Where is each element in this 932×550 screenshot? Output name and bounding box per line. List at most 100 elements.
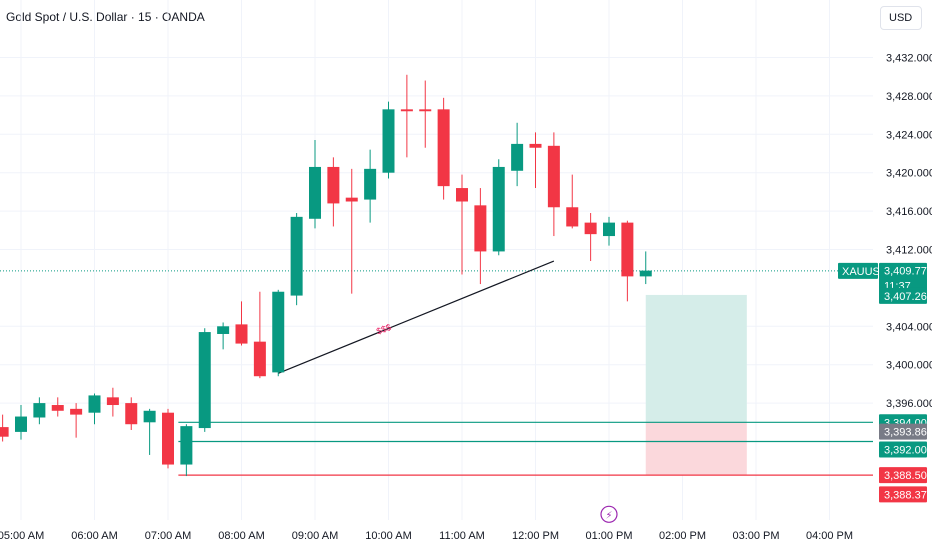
- candle-up: [290, 213, 303, 306]
- x-tick-label: 01:00 PM: [585, 530, 632, 542]
- candle-up: [272, 289, 285, 377]
- x-axis: 05:00 AM 06:00 AM 07:00 AM 08:00 AM 09:00 AM…: [0, 530, 853, 542]
- candle-down: [621, 220, 634, 302]
- x-tick-label: 02:00 PM: [659, 530, 706, 542]
- candle-up: [309, 140, 321, 229]
- candle-down: [566, 174, 579, 229]
- price-tag-text: 3,407.268: [884, 291, 932, 303]
- x-tick-label: 10:00 AM: [365, 530, 411, 542]
- candle-body: [327, 166, 340, 204]
- candle-down: [456, 174, 468, 275]
- candle-up: [639, 251, 652, 285]
- candle-down: [51, 397, 64, 417]
- candle-body: [529, 143, 542, 148]
- candle-body: [345, 197, 358, 202]
- candle-down: [253, 291, 266, 379]
- low-price-tag: 3,388.371: [879, 486, 932, 503]
- y-tick-label: 3,412.000: [886, 245, 932, 257]
- candle-body: [547, 145, 560, 208]
- candle-up: [382, 101, 395, 179]
- candle-down: [419, 80, 432, 148]
- target-price-tag: 3,407.268: [879, 287, 932, 304]
- price-tag-bg: [879, 287, 927, 304]
- candle-body: [88, 395, 101, 413]
- candle-down: [162, 408, 174, 469]
- candle-down: [529, 132, 542, 189]
- candle-body: [309, 166, 321, 219]
- level-price-tag: 3,392.000: [879, 441, 932, 458]
- candle-up: [143, 408, 156, 455]
- candle-body: [621, 222, 634, 277]
- trendline: [278, 260, 555, 374]
- candle-down: [547, 132, 560, 237]
- x-tick-label: 08:00 AM: [218, 530, 264, 542]
- candle-down: [0, 414, 9, 442]
- candle-body: [51, 405, 64, 411]
- x-tick-label: 09:00 AM: [292, 530, 338, 542]
- candle-body: [400, 109, 413, 112]
- bid-price-tag: 3,393.861: [879, 423, 932, 440]
- x-tick-label: 07:00 AM: [145, 530, 191, 542]
- x-tick-label: 11:00 AM: [439, 530, 485, 542]
- price-tag-text: 3,409.770: [884, 265, 932, 277]
- candle-up: [180, 424, 193, 477]
- x-tick-label: 03:00 PM: [732, 530, 779, 542]
- candles: [0, 74, 652, 477]
- candle-body: [639, 270, 652, 277]
- candle-body: [125, 403, 138, 425]
- stop-price-tag: 3,388.500: [879, 467, 932, 484]
- candle-up: [15, 405, 27, 440]
- price-tag-text: 3,393.861: [884, 427, 932, 439]
- candle-down: [584, 213, 597, 262]
- candle-body: [33, 403, 46, 418]
- event-marker: ⚡: [600, 505, 618, 523]
- candle-body: [198, 332, 211, 429]
- price-tag-text: 3,388.500: [884, 470, 932, 482]
- candle-body: [511, 143, 524, 171]
- candle-body: [474, 205, 487, 252]
- y-tick-label: 3,424.000: [886, 129, 932, 141]
- candle-down: [106, 387, 119, 417]
- price-tag-bg: [879, 486, 927, 503]
- candle-body: [437, 109, 450, 187]
- symbol-tag-bg: [838, 262, 878, 279]
- candle-down: [345, 168, 358, 294]
- x-tick-label: 04:00 PM: [806, 530, 853, 542]
- candle-body: [70, 408, 83, 415]
- candle-up: [217, 322, 230, 350]
- candle-up: [33, 397, 46, 425]
- candle-down: [235, 301, 248, 346]
- symbol-tag-text: XAUUSD: [842, 266, 888, 278]
- price-tag-bg: [879, 441, 927, 458]
- candle-up: [364, 149, 377, 223]
- y-tick-label: 3,396.000: [886, 398, 932, 410]
- candle-down: [125, 397, 138, 430]
- candle-body: [492, 166, 505, 252]
- trendline-annotation: $$$: [375, 322, 393, 337]
- candle-body: [456, 188, 468, 202]
- candle-body: [180, 426, 193, 465]
- candle-down: [474, 188, 487, 285]
- target-zone: [645, 294, 747, 423]
- candle-body: [364, 168, 377, 200]
- price-tag-text: 3,392.000: [884, 445, 932, 457]
- candle-up: [88, 393, 101, 425]
- candle-down: [70, 403, 83, 438]
- stop-zone: [645, 422, 747, 476]
- candle-down: [400, 74, 413, 158]
- candle-body: [106, 397, 119, 406]
- candle-body: [566, 207, 579, 227]
- event-icon-circle: [600, 505, 618, 523]
- candle-body: [235, 324, 248, 344]
- price-tag-bg: [879, 423, 927, 440]
- y-tick-label: 3,416.000: [886, 206, 932, 218]
- lightning-icon: ⚡: [605, 510, 612, 521]
- currency-button[interactable]: USD: [880, 6, 922, 30]
- x-tick-label: 12:00 PM: [512, 530, 559, 542]
- candle-up: [511, 122, 524, 187]
- x-tick-label: 06:00 AM: [71, 530, 117, 542]
- candle-body: [584, 222, 597, 235]
- candle-up: [198, 328, 211, 432]
